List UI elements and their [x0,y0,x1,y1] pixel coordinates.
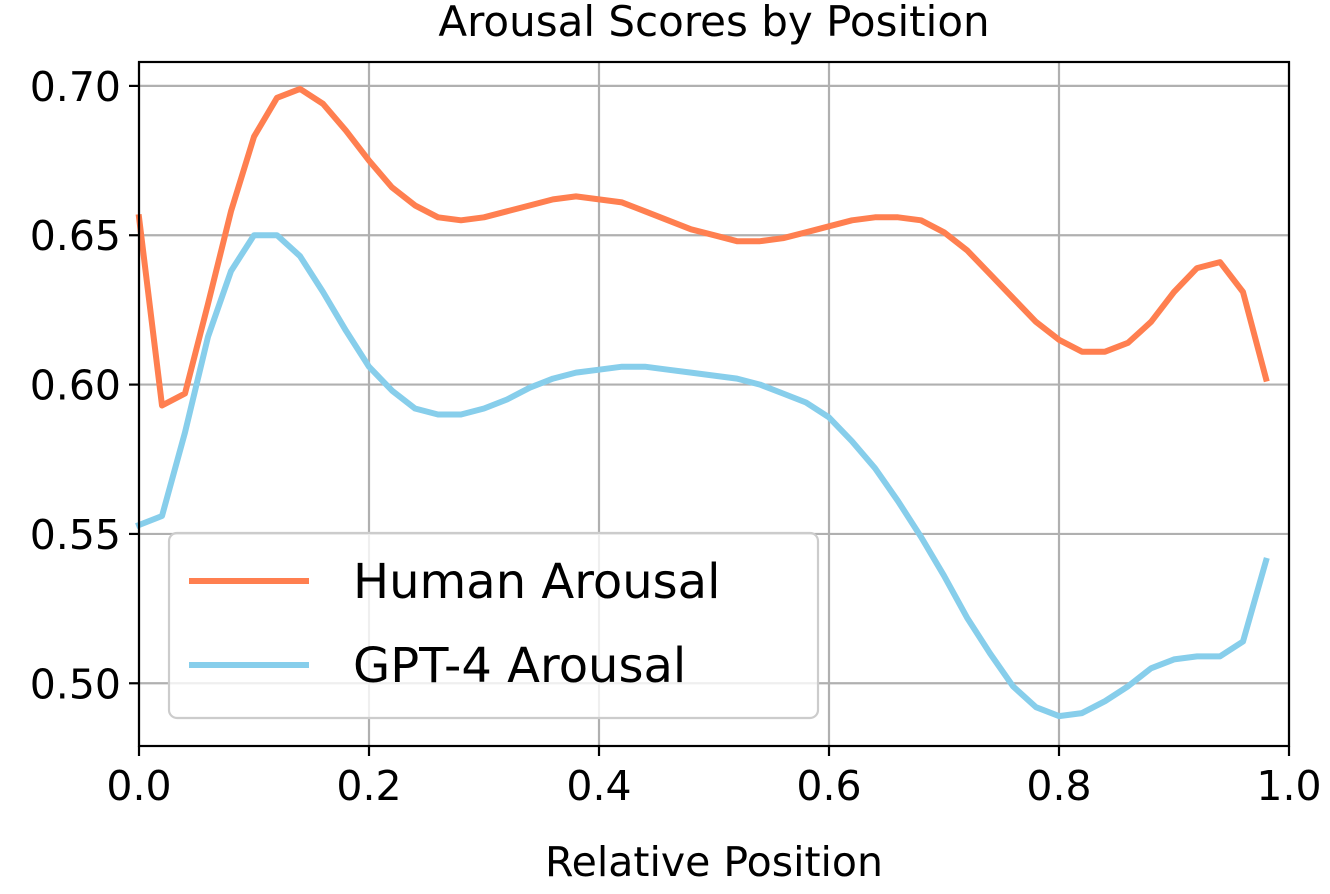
x-tick-label: 0.4 [566,762,631,810]
y-tick-label: 0.50 [30,660,121,708]
legend-label: GPT-4 Arousal [353,638,686,694]
legend-label: Human Arousal [353,554,720,610]
plot-frame [137,60,1291,748]
x-tick-label: 0.0 [106,762,171,810]
series-line-gpt4-arousal [135,232,1270,720]
series-line-human-arousal [135,85,1270,409]
y-tick-label: 0.65 [30,212,121,260]
x-tick-label: 1.0 [1256,762,1321,810]
series-lines [135,85,1270,720]
x-axis-title: Relative Position [545,838,883,886]
chart-title: Arousal Scores by Position [438,0,989,46]
axis-ticks: 0.0 0.2 0.4 0.6 0.8 1.0 0.50 0.55 0.60 0.65 0.70 [30,63,1322,810]
legend: Human Arousal GPT-4 Arousal [167,531,820,720]
y-tick-label: 0.70 [30,63,121,111]
y-tick-label: 0.60 [30,362,121,410]
x-tick-label: 0.2 [336,762,401,810]
x-tick-label: 0.6 [796,762,861,810]
x-tick-label: 0.8 [1026,762,1091,810]
legend-box [167,531,820,720]
y-tick-label: 0.55 [30,511,121,559]
